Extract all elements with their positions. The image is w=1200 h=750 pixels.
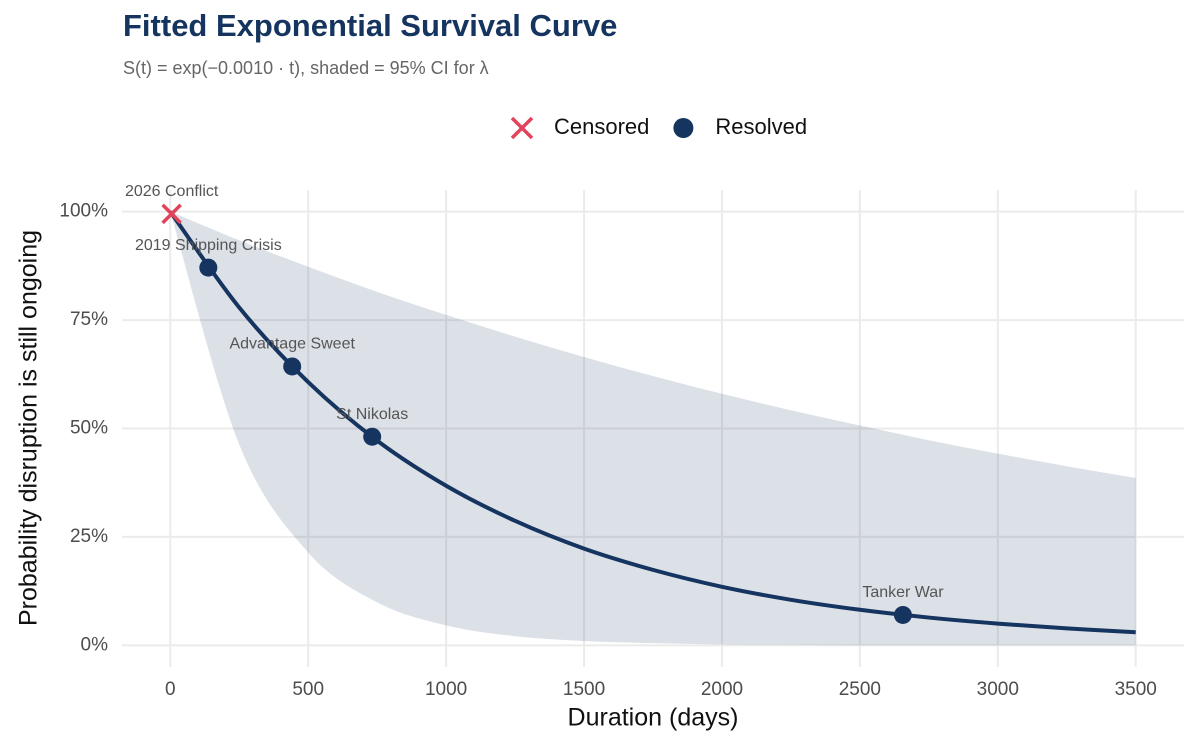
- point-label: St Nikolas: [336, 406, 408, 423]
- resolved-point: [283, 357, 302, 376]
- point-label: Advantage Sweet: [229, 336, 355, 353]
- point-label: Tanker War: [862, 584, 944, 601]
- x-tick-label: 500: [292, 679, 324, 700]
- chart-subtitle: S(t) = exp(−0.0010 · t), shaded = 95% CI…: [123, 58, 489, 78]
- chart-title: Fitted Exponential Survival Curve: [123, 8, 617, 43]
- confidence-band: [170, 211, 1136, 646]
- y-tick-label: 25%: [70, 526, 108, 547]
- point-label: 2026 Conflict: [125, 183, 219, 200]
- point-label: 2019 Shipping Crisis: [135, 237, 282, 254]
- resolved-point: [893, 605, 912, 624]
- x-axis-title: Duration (days): [568, 704, 739, 732]
- x-tick-label: 2000: [701, 679, 743, 700]
- x-tick-label: 3000: [977, 679, 1019, 700]
- legend-label: Censored: [554, 114, 649, 139]
- fit-curve: [168, 210, 1136, 635]
- x-tick-label: 0: [165, 679, 176, 700]
- resolved-point: [199, 258, 218, 277]
- x-tick-label: 1000: [425, 679, 467, 700]
- legend-label: Resolved: [715, 114, 807, 139]
- y-axis-title: Probability disruption is still ongoing: [15, 230, 43, 626]
- y-tick-label: 100%: [59, 201, 108, 222]
- x-tick-label: 2500: [839, 679, 881, 700]
- resolved-point: [363, 427, 382, 446]
- censored-marker: [161, 203, 182, 225]
- x-tick-label: 1500: [563, 679, 605, 700]
- y-tick-label: 0%: [81, 634, 109, 655]
- y-tick-label: 75%: [70, 309, 108, 330]
- legend-key: [510, 116, 534, 140]
- y-tick-label: 50%: [70, 418, 108, 439]
- x-tick-label: 3500: [1115, 679, 1157, 700]
- marker-stroke: [510, 116, 534, 140]
- legend-key: [673, 118, 694, 138]
- marker-stroke: [161, 203, 182, 225]
